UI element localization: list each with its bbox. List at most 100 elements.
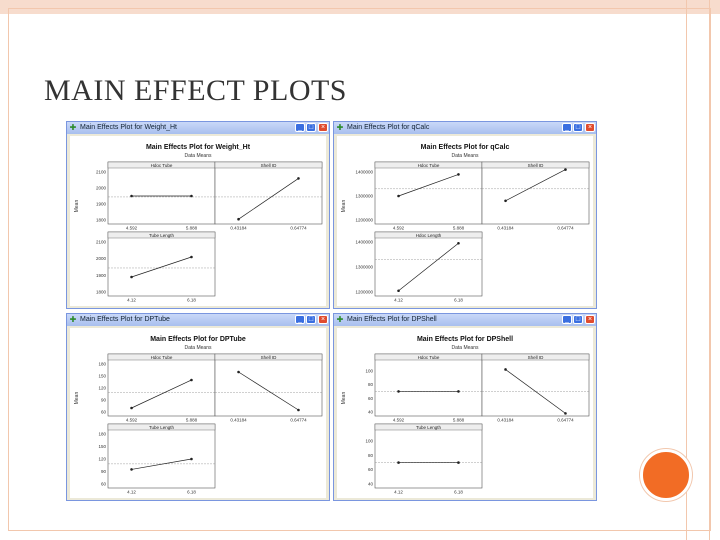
- y-tick-label: 60: [368, 467, 374, 472]
- maximize-button[interactable]: □: [573, 123, 583, 132]
- minitab-plot-icon: ✚: [69, 123, 77, 132]
- y-tick-label: 2000: [96, 256, 107, 261]
- window-titlebar[interactable]: ✚ Main Effects Plot for Weight_Ht _ □ ×: [67, 122, 329, 134]
- chart-window-dptube[interactable]: ✚ Main Effects Plot for DPTube _ □ × Mai…: [66, 313, 330, 501]
- y-axis-label: Mean: [341, 200, 347, 213]
- window-titlebar[interactable]: ✚ Main Effects Plot for DPTube _ □ ×: [67, 314, 329, 326]
- panel-header: [481, 353, 590, 361]
- data-point: [504, 199, 507, 203]
- maximize-button[interactable]: □: [306, 123, 316, 132]
- accent-circle: [640, 449, 692, 501]
- window-titlebar[interactable]: ✚ Main Effects Plot for DPShell _ □ ×: [334, 314, 596, 326]
- x-tick-label: 0.43184: [230, 418, 247, 423]
- y-tick-label: 1200000: [355, 290, 373, 295]
- y-tick-label: 1200000: [355, 218, 373, 223]
- x-tick-label: 4.12: [394, 490, 403, 495]
- data-point: [190, 378, 193, 382]
- panel-header: [214, 161, 323, 169]
- panel-frame: [374, 161, 483, 225]
- window-title: Main Effects Plot for qCalc: [347, 124, 430, 131]
- slide-frame: [8, 8, 711, 531]
- data-point: [130, 406, 133, 410]
- y-tick-label: 120: [98, 457, 106, 462]
- x-tick-label: 0.43184: [497, 226, 514, 231]
- close-button[interactable]: ×: [318, 315, 328, 324]
- y-tick-label: 1800: [96, 290, 107, 295]
- y-tick-label: 1800: [96, 218, 107, 223]
- data-point: [457, 173, 460, 176]
- minimize-button[interactable]: _: [562, 315, 572, 324]
- close-button[interactable]: ×: [318, 123, 328, 132]
- data-point: [130, 468, 133, 471]
- y-tick-label: 80: [368, 382, 374, 387]
- effect-line: [131, 379, 192, 409]
- panel-frame: [107, 423, 216, 489]
- main-effects-chart: Main Effects Plot for DPShell Data Means M…: [341, 336, 590, 495]
- data-point: [297, 408, 300, 412]
- panel-frame: [374, 353, 483, 417]
- y-tick-label: 2100: [96, 240, 107, 245]
- effect-line: [131, 458, 192, 470]
- maximize-button[interactable]: □: [573, 315, 583, 324]
- y-tick-label: 1300000: [355, 194, 373, 199]
- window-title: Main Effects Plot for DPShell: [347, 316, 437, 323]
- chart-subtitle: Data Means: [185, 345, 212, 351]
- data-point: [130, 275, 133, 279]
- panel-frame: [374, 231, 483, 297]
- panel-frame: [374, 423, 483, 489]
- x-tick-label: 0.43184: [497, 418, 514, 423]
- minimize-button[interactable]: _: [562, 123, 572, 132]
- panel-label: Tube Length: [416, 425, 442, 430]
- data-point: [457, 461, 460, 464]
- chart-window-qcalc[interactable]: ✚ Main Effects Plot for qCalc _ □ × Main…: [333, 121, 597, 309]
- minimize-button[interactable]: _: [295, 315, 305, 324]
- effect-line: [238, 371, 299, 411]
- panel-label: Hdoc Tube: [418, 355, 440, 360]
- y-tick-label: 120: [98, 386, 106, 391]
- y-tick-label: 150: [98, 444, 106, 449]
- window-titlebar[interactable]: ✚ Main Effects Plot for qCalc _ □ ×: [334, 122, 596, 134]
- x-tick-label: 4.592: [126, 226, 138, 231]
- effect-line: [505, 369, 566, 414]
- y-axis-label: Mean: [74, 392, 80, 405]
- minitab-plot-icon: ✚: [336, 315, 344, 324]
- y-tick-label: 90: [101, 398, 107, 403]
- chart-title: Main Effects Plot for Weight_Ht: [146, 144, 251, 151]
- x-tick-label: 6.18: [454, 490, 463, 495]
- chart-canvas: Main Effects Plot for DPTube Data Means Me…: [70, 328, 326, 498]
- chart-window-weight[interactable]: ✚ Main Effects Plot for Weight_Ht _ □ × …: [66, 121, 330, 309]
- x-tick-label: 4.12: [127, 490, 136, 495]
- panel-label: Tube Length: [149, 425, 175, 430]
- minimize-button[interactable]: _: [295, 123, 305, 132]
- slide-right-band: [686, 0, 710, 540]
- panel-frame: [214, 353, 323, 417]
- panel-header: [214, 353, 323, 361]
- x-tick-label: 0.64774: [557, 226, 574, 231]
- effect-line: [238, 178, 299, 220]
- data-point: [397, 390, 400, 393]
- panel-label: Hdoc Tube: [418, 163, 440, 168]
- chart-window-dpshell[interactable]: ✚ Main Effects Plot for DPShell _ □ × Ma…: [333, 313, 597, 501]
- x-tick-label: 6.18: [187, 298, 196, 303]
- x-tick-label: 0.64774: [557, 418, 574, 423]
- y-tick-label: 2100: [96, 170, 107, 175]
- close-button[interactable]: ×: [585, 315, 595, 324]
- x-tick-label: 4.12: [394, 298, 403, 303]
- main-effects-chart: Main Effects Plot for DPTube Data Means Me…: [74, 336, 323, 495]
- close-button[interactable]: ×: [585, 123, 595, 132]
- data-point: [564, 412, 567, 415]
- panel-label: Shell ID: [528, 163, 545, 168]
- x-tick-label: 0.64774: [290, 418, 307, 423]
- maximize-button[interactable]: □: [306, 315, 316, 324]
- y-tick-label: 180: [98, 432, 106, 437]
- effect-line: [505, 169, 566, 202]
- panel-header: [374, 423, 483, 431]
- y-tick-label: 150: [98, 374, 106, 379]
- panel-label: Hdoc Tube: [151, 355, 173, 360]
- effect-line: [398, 242, 459, 292]
- y-tick-label: 2000: [96, 186, 107, 191]
- chart-title: Main Effects Plot for DPShell: [417, 336, 513, 343]
- panel-header: [481, 161, 590, 169]
- main-effects-chart: Main Effects Plot for Weight_Ht Data Mean…: [74, 144, 323, 303]
- panel-label: Tube Length: [149, 233, 175, 238]
